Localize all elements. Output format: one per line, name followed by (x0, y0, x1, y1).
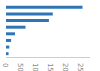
svg-text:2000: 2000 (61, 63, 69, 71)
svg-text:0: 0 (1, 63, 9, 67)
svg-text:2500: 2500 (76, 63, 84, 71)
svg-text:1000: 1000 (31, 63, 39, 71)
svg-text:500: 500 (16, 63, 24, 71)
svg-text:1500: 1500 (46, 63, 54, 71)
